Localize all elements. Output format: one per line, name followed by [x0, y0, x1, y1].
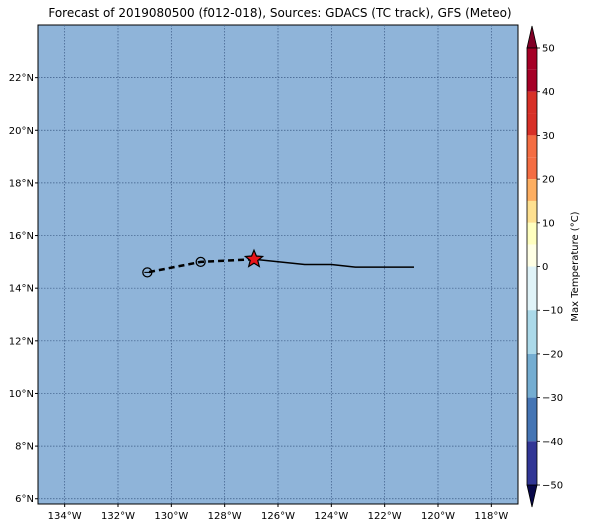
- colorbar-band: [527, 310, 537, 354]
- map-plot-area[interactable]: [37, 24, 519, 505]
- colorbar-under-arrow: [526, 484, 538, 508]
- lat-tick-label: 16°N: [9, 231, 34, 242]
- colorbar-band: [527, 135, 537, 158]
- colorbar-band: [527, 48, 537, 70]
- colorbar-tick-label: 40: [542, 87, 555, 98]
- lon-tick-label: 126°W: [261, 511, 295, 522]
- lon-tick-label: 124°W: [314, 511, 348, 522]
- lat-tick-label: 10°N: [9, 389, 34, 400]
- colorbar-band: [527, 397, 537, 442]
- lat-tick-label: 20°N: [9, 126, 34, 137]
- colorbar-band: [527, 200, 537, 223]
- latitude-ticks: 6°N 8°N 10°N 12°N 14°N 16°N 18°N 20°N 22°N: [9, 73, 38, 505]
- lat-tick-label: 8°N: [15, 442, 34, 453]
- forecast-position-marker[interactable]: [142, 267, 153, 278]
- colorbar-tick-label: 10: [542, 218, 555, 229]
- lon-tick-label: 130°W: [154, 511, 188, 522]
- colorbar-band: [527, 69, 537, 92]
- colorbar-tick-label: 50: [542, 44, 555, 55]
- lon-tick-label: 122°W: [368, 511, 402, 522]
- lon-tick-label: 132°W: [101, 511, 135, 522]
- colorbar-tick-label: 0: [542, 262, 548, 273]
- colorbar-band: [527, 179, 537, 201]
- current-position-star[interactable]: [243, 248, 265, 268]
- ocean-background: [37, 24, 519, 505]
- lat-tick-label: 14°N: [9, 284, 34, 295]
- temperature-colorbar: 50 40 30 20 10 0 −10 −20 −30 −40 −50: [526, 25, 563, 508]
- colorbar-band: [527, 266, 537, 311]
- colorbar-tick-label: 30: [542, 131, 555, 142]
- colorbar-band: [527, 113, 537, 136]
- colorbar-band: [527, 353, 537, 398]
- colorbar-over-arrow: [526, 25, 538, 49]
- map-title: Forecast of 2019080500 (f012-018), Sourc…: [48, 6, 512, 20]
- colorbar-tick-label: −10: [542, 306, 563, 317]
- lon-tick-label: 128°W: [208, 511, 242, 522]
- colorbar-tick-label: −40: [542, 437, 563, 448]
- lon-tick-label: 118°W: [474, 511, 508, 522]
- forecast-position-marker[interactable]: [195, 256, 206, 268]
- graticule-grid: [38, 25, 518, 504]
- colorbar-band: [527, 244, 537, 267]
- colorbar-band: [527, 441, 537, 485]
- tc-track: [142, 248, 414, 278]
- lat-tick-label: 12°N: [9, 336, 34, 347]
- lon-tick-label: 120°W: [421, 511, 455, 522]
- colorbar-band: [527, 157, 537, 180]
- lat-tick-label: 22°N: [9, 73, 34, 84]
- colorbar-tick-label: 20: [542, 175, 555, 186]
- colorbar-tick-label: −30: [542, 393, 563, 404]
- colorbar-tick-label: −50: [542, 481, 563, 492]
- lon-tick-label: 134°W: [48, 511, 82, 522]
- colorbar-band: [527, 222, 537, 245]
- lat-tick-label: 18°N: [9, 178, 34, 189]
- past-track-line: [253, 258, 414, 268]
- lat-tick-label: 6°N: [15, 494, 34, 505]
- colorbar-label: Max Temperature (°C): [570, 211, 581, 321]
- colorbar-band: [527, 91, 537, 114]
- colorbar-tick-label: −20: [542, 349, 563, 360]
- longitude-ticks: 134°W 132°W 130°W 128°W 126°W 124°W 122°W 120°W…: [48, 504, 508, 522]
